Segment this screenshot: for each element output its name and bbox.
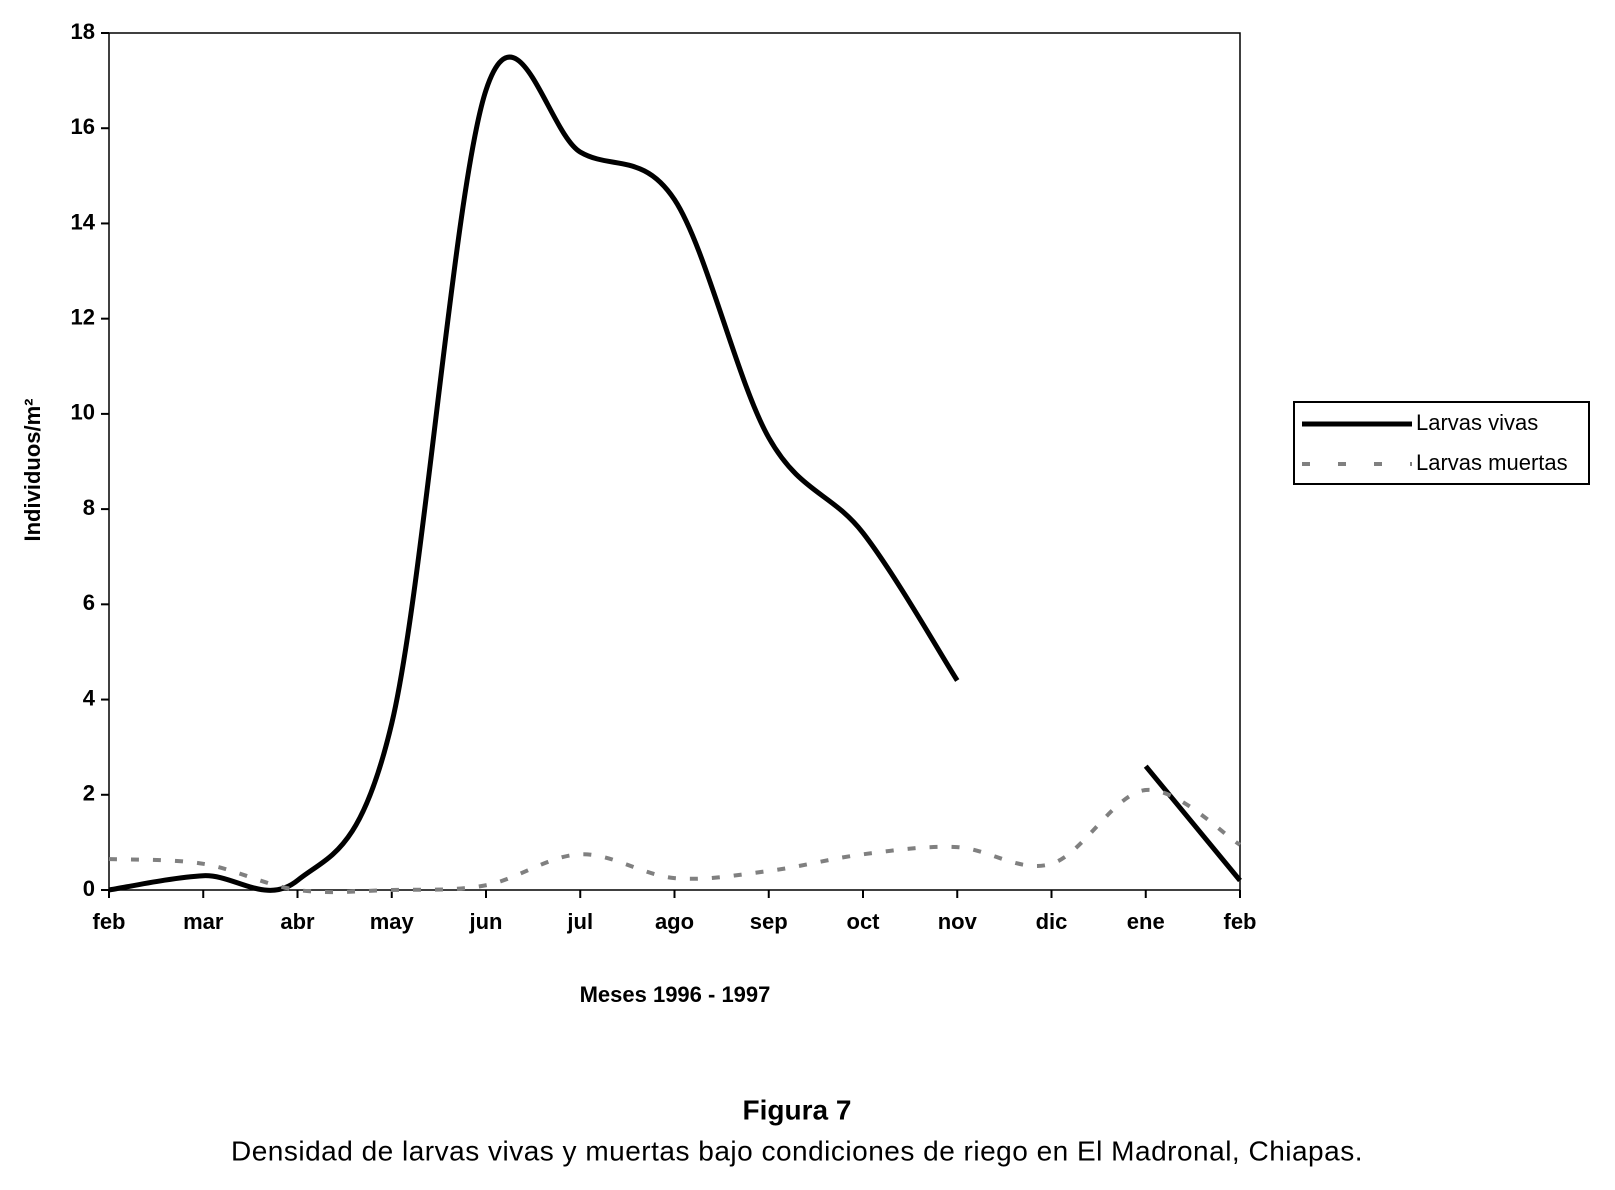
y-tick-label: 0 — [83, 876, 95, 901]
y-tick-label: 16 — [71, 114, 95, 139]
x-tick-label: oct — [847, 909, 881, 934]
y-tick-label: 12 — [71, 304, 95, 329]
x-tick-label: jul — [566, 909, 593, 934]
x-tick-label: feb — [93, 909, 126, 934]
x-tick-label: dic — [1036, 909, 1068, 934]
data-line — [108, 54, 1242, 893]
x-tick-label: ago — [655, 909, 694, 934]
x-axis-label: Meses 1996 - 1997 — [580, 982, 771, 1007]
y-tick-label: 18 — [71, 19, 95, 44]
y-tick-label: 2 — [83, 781, 95, 806]
legend-box — [1293, 401, 1590, 485]
y-tick-label: 10 — [71, 400, 95, 425]
legend-label: Larvas vivas — [1416, 410, 1538, 435]
legend-label: Larvas muertas — [1416, 450, 1568, 475]
x-tick-label: sep — [750, 909, 788, 934]
x-tick-label: ene — [1127, 909, 1165, 934]
x-tick-label: nov — [938, 909, 978, 934]
figure-label: Figura 7 — [743, 1094, 852, 1125]
x-tick-label: abr — [280, 909, 315, 934]
y-tick-label: 4 — [83, 685, 96, 710]
y-tick-label: 14 — [71, 209, 96, 234]
y-tick-label: 8 — [83, 495, 95, 520]
x-tick-label: jun — [469, 909, 503, 934]
caption: Densidad de larvas vivas y muertas bajo … — [231, 1135, 1363, 1166]
y-tick-label: 6 — [83, 590, 95, 615]
y-axis-label: Individuos/m² — [20, 399, 45, 542]
data-line — [108, 788, 1242, 895]
x-tick-label: feb — [1224, 909, 1257, 934]
x-tick-label: mar — [183, 909, 224, 934]
x-tick-label: may — [370, 909, 415, 934]
